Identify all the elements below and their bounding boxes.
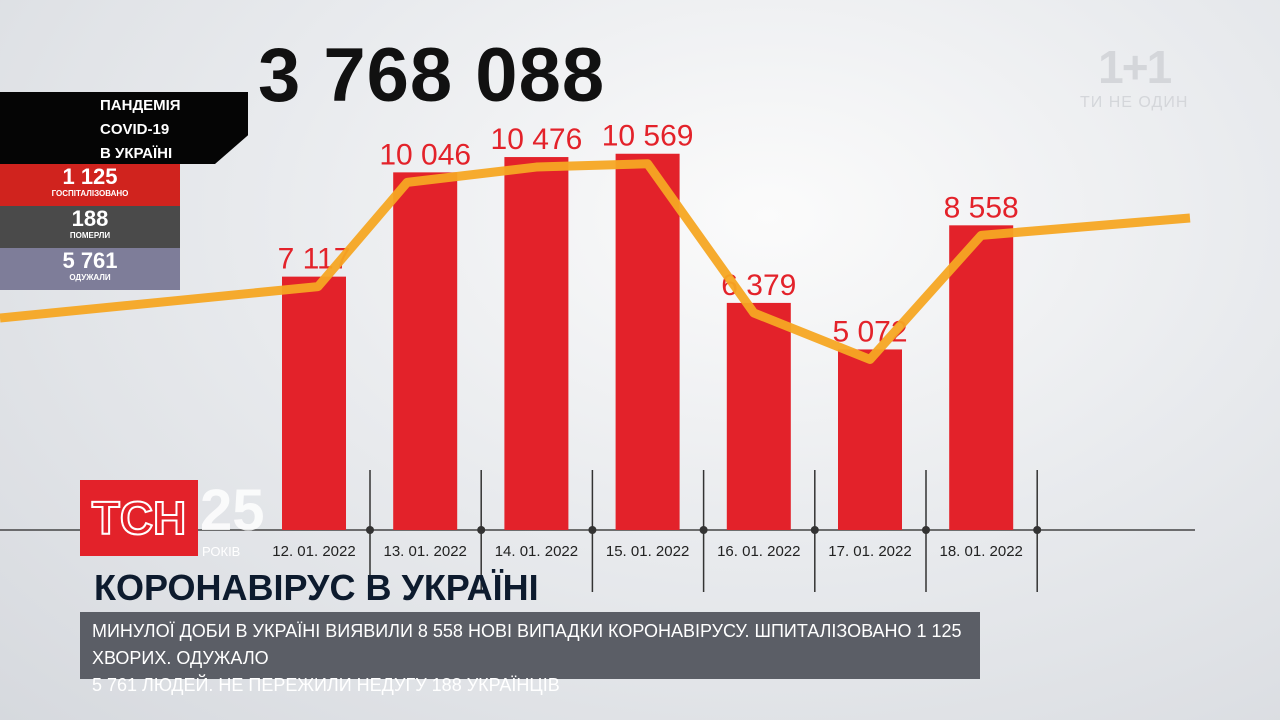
date-label: 12. 01. 2022 bbox=[272, 543, 355, 560]
tick-dot bbox=[699, 526, 708, 534]
date-label: 14. 01. 2022 bbox=[495, 543, 578, 560]
headline: КОРОНАВІРУС В УКРАЇНІ bbox=[94, 567, 539, 608]
value-label: 10 476 bbox=[491, 123, 583, 156]
bar bbox=[504, 157, 569, 531]
ticker-line: МИНУЛОЇ ДОБИ В УКРАЇНІ ВИЯВИЛИ 8 558 НОВ… bbox=[92, 621, 962, 668]
tick-dot bbox=[1033, 526, 1042, 534]
stat-recovered: 5 761 одужали bbox=[0, 248, 180, 290]
pandemic-panel: ПАНДЕМІЯ COVID-19 В УКРАЇНІ 1 125 госпіталі… bbox=[0, 92, 248, 290]
tick-dot bbox=[810, 526, 819, 534]
bar bbox=[838, 349, 902, 530]
anniversary-logo: 25 bbox=[200, 478, 265, 543]
date-label: 17. 01. 2022 bbox=[828, 543, 911, 560]
bar bbox=[726, 302, 791, 530]
value-label: 10 046 bbox=[379, 138, 471, 171]
stat-deaths: 188 померли bbox=[0, 206, 180, 248]
trend-line bbox=[0, 159, 1191, 364]
tick-dot bbox=[922, 526, 930, 534]
date-label: 15. 01. 2022 bbox=[606, 543, 689, 560]
bar bbox=[949, 225, 1014, 530]
bar bbox=[615, 153, 680, 531]
panel-title: ПАНДЕМІЯ COVID-19 В УКРАЇНІ bbox=[0, 92, 248, 164]
tick-dot bbox=[366, 526, 374, 534]
value-label: 10 569 bbox=[602, 120, 694, 153]
total-cases: 3 768 088 bbox=[258, 33, 606, 118]
tsn-logo: ТСН bbox=[80, 480, 198, 556]
ticker-line: 5 761 ЛЮДЕЙ. НЕ ПЕРЕЖИЛИ НЕДУГУ 188 УКРА… bbox=[92, 675, 560, 695]
stat-hospitalized: 1 125 госпіталізовано bbox=[0, 164, 180, 206]
anniversary-label: РОКІВ bbox=[202, 544, 241, 559]
tick-dot bbox=[477, 526, 486, 534]
channel-1plus1-logo: 1+1 ТИ НЕ ОДИН bbox=[1080, 41, 1189, 111]
bar bbox=[282, 276, 346, 530]
tick-dot bbox=[588, 526, 597, 534]
date-label: 13. 01. 2022 bbox=[383, 543, 466, 560]
date-label: 18. 01. 2022 bbox=[939, 543, 1022, 560]
value-label: 8 558 bbox=[944, 191, 1019, 224]
news-ticker: МИНУЛОЇ ДОБИ В УКРАЇНІ ВИЯВИЛИ 8 558 НОВ… bbox=[80, 612, 980, 695]
bar bbox=[393, 172, 458, 530]
date-label: 16. 01. 2022 bbox=[717, 543, 800, 560]
